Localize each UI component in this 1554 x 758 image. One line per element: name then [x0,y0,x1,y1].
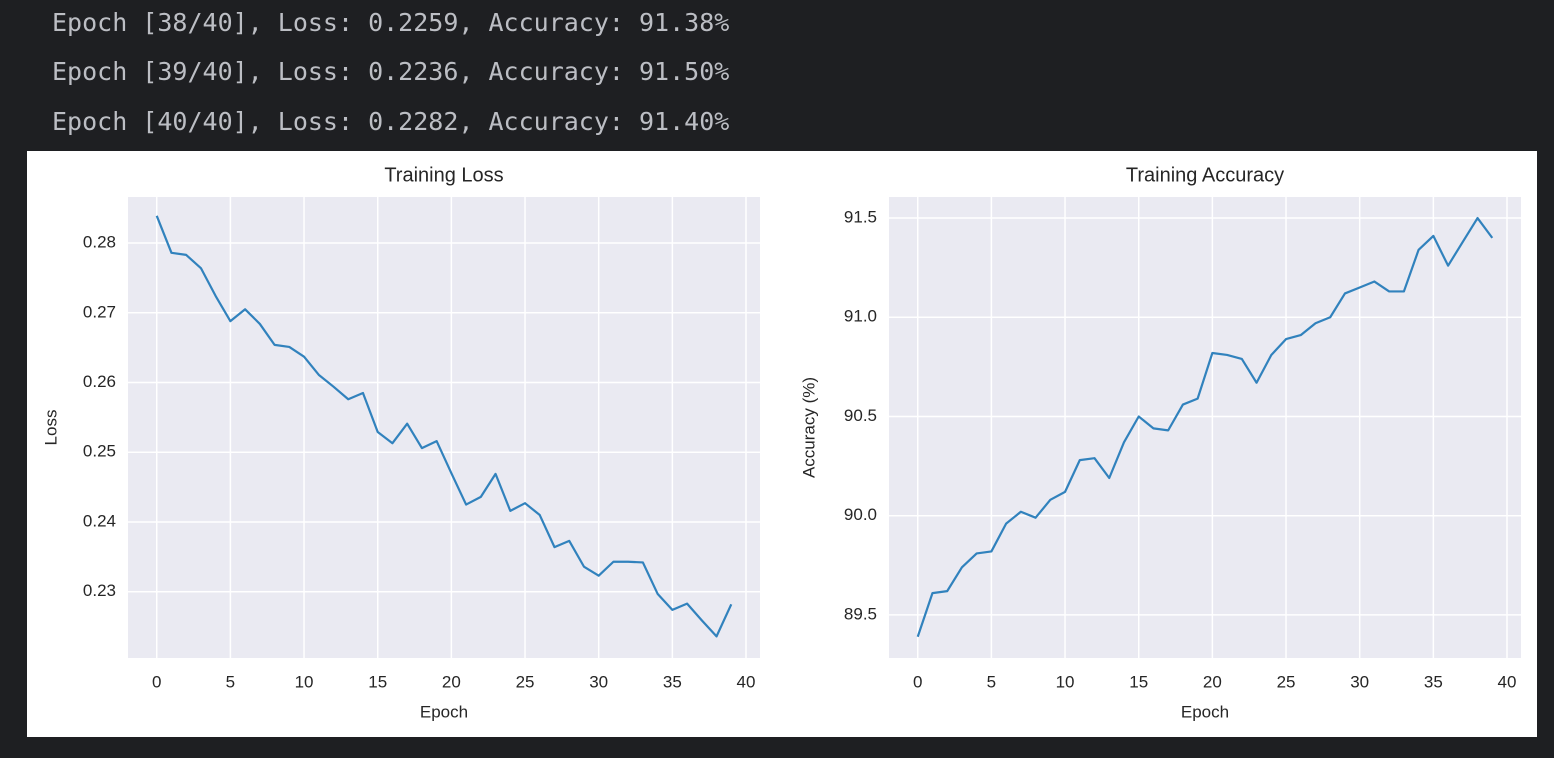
x-tick-label: 25 [1277,672,1296,691]
x-tick-label: 0 [152,672,161,691]
x-tick-label: 5 [226,672,235,691]
y-tick-label: 0.26 [83,372,116,391]
console-line: Epoch [40/40], Loss: 0.2282, Accuracy: 9… [52,107,729,136]
x-tick-label: 15 [1129,672,1148,691]
y-tick-label: 90.0 [844,505,877,524]
data-line [155,215,733,638]
x-tick-label: 20 [442,672,461,691]
y-tick-label: 0.24 [83,511,116,530]
y-tick-label: 91.5 [844,208,877,227]
x-tick-label: 25 [516,672,535,691]
x-tick-label: 0 [913,672,922,691]
data-line [916,216,1494,638]
y-tick-label: 89.5 [844,604,877,623]
x-tick-label: 40 [737,672,756,691]
x-tick-label: 20 [1203,672,1222,691]
x-tick-label: 30 [589,672,608,691]
x-tick-label: 30 [1350,672,1369,691]
y-tick-label: 91.0 [844,307,877,326]
y-axis-label: Accuracy (%) [799,377,818,478]
console-line: Epoch [38/40], Loss: 0.2259, Accuracy: 9… [52,8,729,37]
y-tick-label: 0.25 [83,442,116,461]
chart-title: Training Loss [384,164,503,186]
plot-area [889,197,1521,658]
plot-area [128,197,760,658]
y-axis-label: Loss [41,410,60,446]
y-tick-label: 0.28 [83,233,116,252]
x-tick-label: 40 [1498,672,1517,691]
y-tick-label: 0.23 [83,581,116,600]
y-tick-label: 0.27 [83,302,116,321]
x-axis-label: Epoch [420,702,468,721]
figure: 0 5 10 15 20 25 30 35 40 0.23 0.24 0.25 0.26 0.27 0.28… [41,164,1521,721]
x-tick-label: 35 [1424,672,1443,691]
x-tick-label: 10 [295,672,314,691]
console-line: Epoch [39/40], Loss: 0.2236, Accuracy: 9… [52,57,729,86]
x-tick-label: 35 [663,672,682,691]
x-axis-label: Epoch [1181,702,1229,721]
chart-title: Training Accuracy [1126,164,1284,186]
x-tick-label: 5 [987,672,996,691]
x-tick-label: 15 [368,672,387,691]
x-tick-label: 10 [1056,672,1075,691]
y-tick-label: 90.5 [844,406,877,425]
